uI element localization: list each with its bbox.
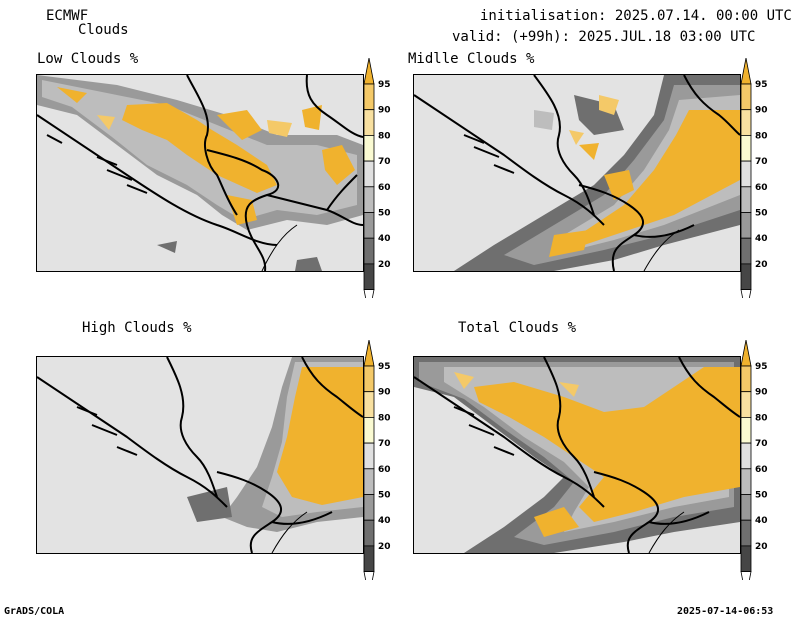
colorbar-low: 95 90 80 70 60 50 40 20: [363, 58, 391, 298]
panel-title-middle: Midlle Clouds %: [408, 51, 535, 67]
colorbar-segment: [740, 519, 752, 547]
colorbar-label: 80: [755, 413, 768, 423]
panel-title-total: Total Clouds %: [458, 320, 577, 336]
colorbar-label: 90: [378, 106, 391, 116]
colorbar-label: 70: [755, 439, 768, 449]
colorbar-bottom-arrow: [363, 289, 375, 298]
product-name: Clouds: [78, 22, 129, 38]
colorbar-label: 20: [378, 542, 391, 552]
colorbar-segment: [740, 494, 752, 521]
colorbar-label: 95: [378, 362, 391, 372]
colorbar-label: 40: [755, 234, 768, 244]
colorbar-segment: [740, 442, 752, 470]
colorbar-middle: 95 90 80 70 60 50 40 20: [740, 58, 768, 298]
colorbar-label: 80: [378, 413, 391, 423]
colorbar-segment: [363, 263, 375, 290]
colorbar-label: 20: [755, 260, 768, 270]
colorbar-label: 50: [378, 209, 391, 219]
valid-time: valid: (+99h): 2025.JUL.18 03:00 UTC: [452, 29, 756, 45]
colorbar-top-arrow: [740, 340, 752, 367]
colorbar-segment: [740, 186, 752, 213]
colorbar-label: 20: [755, 542, 768, 552]
colorbar-label: 70: [378, 157, 391, 167]
colorbar-label: 90: [755, 106, 768, 116]
colorbar-segment: [363, 109, 375, 136]
model-name: ECMWF: [46, 8, 89, 24]
colorbar-label: 70: [378, 439, 391, 449]
colorbar-segment: [363, 391, 375, 418]
map-middle-clouds: [413, 74, 741, 272]
colorbar-segment: [740, 109, 752, 136]
colorbar-label: 90: [378, 388, 391, 398]
colorbar-segment: [363, 83, 375, 111]
colorbar-segment: [363, 135, 375, 162]
colorbar-segment: [740, 160, 752, 188]
colorbar-segment: [363, 160, 375, 188]
colorbar-bottom-arrow: [740, 289, 752, 298]
colorbar-label: 40: [378, 234, 391, 244]
colorbar-segment: [740, 237, 752, 265]
colorbar-label: 90: [755, 388, 768, 398]
colorbar-total: 95 90 80 70 60 50 40 20: [740, 340, 768, 580]
footer-left: GrADS/COLA: [4, 606, 65, 617]
colorbar-segment: [363, 442, 375, 470]
colorbar-segment: [740, 417, 752, 444]
colorbar-segment: [363, 186, 375, 213]
colorbar-top-arrow: [363, 340, 375, 367]
colorbar-label: 50: [755, 209, 768, 219]
colorbar-label: 60: [755, 465, 768, 475]
map-total-clouds: [413, 356, 741, 554]
colorbar-segment: [740, 545, 752, 572]
colorbar-top-arrow: [740, 58, 752, 85]
colorbar-segment: [363, 468, 375, 495]
colorbar-segment: [740, 212, 752, 239]
colorbar-segment: [363, 365, 375, 393]
colorbar-label: 80: [755, 131, 768, 141]
panel-title-high: High Clouds %: [82, 320, 192, 336]
panel-title-low: Low Clouds %: [37, 51, 139, 67]
init-time: initialisation: 2025.07.14. 00:00 UTC: [480, 8, 792, 24]
colorbar-segment: [363, 494, 375, 521]
colorbar-segment: [740, 135, 752, 162]
colorbar-segment: [740, 391, 752, 418]
colorbar-segment: [740, 365, 752, 393]
colorbar-label: 80: [378, 131, 391, 141]
colorbar-segment: [363, 519, 375, 547]
colorbar-bottom-arrow: [740, 571, 752, 580]
colorbar-label: 95: [378, 80, 391, 90]
colorbar-segment: [740, 263, 752, 290]
colorbar-top-arrow: [363, 58, 375, 85]
colorbar-label: 70: [755, 157, 768, 167]
colorbar-label: 60: [378, 465, 391, 475]
colorbar-segment: [363, 417, 375, 444]
colorbar-high: 95 90 80 70 60 50 40 20: [363, 340, 391, 580]
colorbar-label: 50: [755, 491, 768, 501]
colorbar-label: 95: [755, 80, 768, 90]
map-high-clouds: [36, 356, 364, 554]
colorbar-label: 40: [378, 516, 391, 526]
colorbar-label: 60: [378, 183, 391, 193]
colorbar-bottom-arrow: [363, 571, 375, 580]
colorbar-label: 40: [755, 516, 768, 526]
footer-right: 2025-07-14-06:53: [677, 606, 774, 617]
colorbar-label: 50: [378, 491, 391, 501]
colorbar-label: 60: [755, 183, 768, 193]
colorbar-segment: [740, 468, 752, 495]
colorbar-segment: [740, 83, 752, 111]
colorbar-label: 20: [378, 260, 391, 270]
colorbar-segment: [363, 212, 375, 239]
colorbar-label: 95: [755, 362, 768, 372]
colorbar-segment: [363, 237, 375, 265]
colorbar-segment: [363, 545, 375, 572]
map-low-clouds: [36, 74, 364, 272]
